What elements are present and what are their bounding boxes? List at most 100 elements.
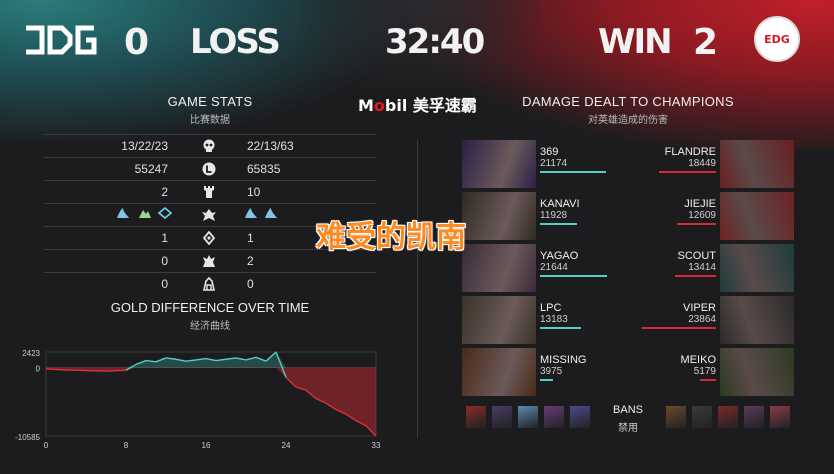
- right-damage-bar: [677, 223, 716, 225]
- ban-champion-icon: [666, 406, 686, 428]
- inhibitor-icon: [200, 276, 218, 292]
- edg-logo-text: EDG: [764, 32, 790, 46]
- damage-row: YAGAO 21644 SCOUT 13414: [462, 244, 794, 292]
- left-player-damage: 13183: [540, 314, 568, 325]
- x-tick-label: 24: [282, 441, 291, 450]
- right-result: WIN: [598, 22, 673, 62]
- gold-chart-subtitle: 经济曲线: [190, 321, 230, 332]
- right-player-name: JIEJIE: [684, 198, 716, 210]
- gold-line-segment: [155, 357, 167, 363]
- y-tick-label: -10585: [15, 433, 40, 442]
- right-towers: 10: [247, 185, 261, 199]
- game-stats-title: GAME STATS: [167, 94, 253, 109]
- tower-icon: [200, 184, 218, 200]
- right-player-damage: 12609: [688, 210, 716, 221]
- hextech-dragon-icon: [157, 206, 173, 222]
- right-champion-portrait: [720, 296, 794, 344]
- bans-label: BANS: [613, 404, 643, 416]
- right-player-damage: 23864: [688, 314, 716, 325]
- damage-row: LPC 13183 VIPER 23864: [462, 296, 794, 344]
- sponsor-o: o: [373, 96, 385, 115]
- gold-line-segment: [165, 357, 177, 360]
- center-glow: [300, 0, 540, 90]
- sponsor-rest: bil: [384, 96, 408, 115]
- overlay-caption: 难受的凯南: [316, 220, 466, 255]
- right-player-name: SCOUT: [677, 250, 717, 262]
- right-player-name: VIPER: [682, 302, 716, 314]
- left-player-name: YAGAO: [540, 250, 579, 262]
- gold-line-segment: [315, 398, 327, 404]
- ban-champion-icon: [570, 406, 590, 428]
- negative-area: [46, 367, 376, 436]
- scoreboard-header: 0 LOSS 32:40 WIN 2 EDG: [0, 0, 834, 80]
- left-player-name: KANAVI: [540, 198, 580, 210]
- left-herald: 1: [161, 231, 168, 245]
- right-kda: 22/13/63: [247, 139, 294, 153]
- left-champion-portrait: [462, 192, 536, 240]
- gold-line-segment: [145, 359, 157, 363]
- right-player-damage: 13414: [688, 262, 716, 273]
- gold-line-segment: [135, 359, 147, 366]
- damage-subtitle: 对英雄造成的伤害: [588, 115, 668, 126]
- left-damage-bar: [540, 223, 577, 225]
- left-inhibitor: 0: [161, 277, 168, 291]
- jdg-logo: [26, 25, 97, 55]
- gold-line-segment: [175, 358, 187, 362]
- y-tick-label: 0: [36, 365, 41, 374]
- right-inhibitor: 0: [247, 277, 254, 291]
- right-champion-portrait: [720, 192, 794, 240]
- stat-row-herald: 1 1: [44, 226, 376, 249]
- left-player-name: MISSING: [540, 354, 587, 366]
- gold-line-segment: [205, 357, 217, 362]
- right-player-name: MEIKO: [680, 354, 716, 366]
- gold-line-segment: [335, 408, 347, 415]
- gold-line-segment: [65, 369, 87, 372]
- ban-champion-icon: [466, 406, 486, 428]
- sponsor-m: M: [358, 96, 374, 115]
- left-damage-bar: [540, 379, 553, 381]
- gold-line-segment: [285, 376, 297, 388]
- left-gold: 55247: [134, 162, 168, 176]
- left-player-name: LPC: [540, 302, 562, 314]
- ban-champion-icon: [692, 406, 712, 428]
- bans-subtitle: 禁用: [618, 423, 638, 434]
- x-tick-label: 16: [202, 441, 211, 450]
- ban-champion-icon: [492, 406, 512, 428]
- left-champion-portrait: [462, 296, 536, 344]
- left-kda: 13/22/23: [121, 139, 168, 153]
- gold-line-segment: [45, 368, 67, 371]
- right-champion-portrait: [720, 348, 794, 396]
- left-baron: 0: [161, 254, 168, 268]
- gold-icon: [200, 161, 218, 177]
- left-champion-portrait: [462, 348, 536, 396]
- gold-line-segment: [365, 425, 377, 437]
- ban-champion-icon: [744, 406, 764, 428]
- left-champion-portrait: [462, 244, 536, 292]
- gold-line-segment: [355, 419, 367, 427]
- left-player-name: 369: [540, 146, 559, 158]
- damage-row: 369 21174 FLANDRE 18449: [462, 140, 794, 188]
- gold-line-segment: [185, 359, 197, 362]
- gold-line-segment: [225, 357, 237, 360]
- left-champion-portrait: [462, 140, 536, 188]
- stat-row-gold: 55247 65835: [44, 157, 376, 180]
- gold-line-segment: [85, 369, 107, 372]
- x-tick-label: 8: [124, 441, 129, 450]
- gold-line-segment: [345, 413, 357, 422]
- game-stats-subtitle: 比赛数据: [190, 115, 230, 126]
- right-gold: 65835: [247, 162, 281, 176]
- right-player-name: FLANDRE: [664, 146, 716, 158]
- damage-row: MISSING 3975 MEIKO 5179: [462, 348, 794, 396]
- damage-row: KANAVI 11928 JIEJIE 12609: [462, 192, 794, 240]
- damage-title: DAMAGE DEALT TO CHAMPIONS: [522, 94, 734, 109]
- gold-line-segment: [275, 351, 287, 378]
- stat-row-dragons: [44, 203, 376, 226]
- right-champion-portrait: [720, 140, 794, 188]
- x-tick-label: 0: [44, 441, 49, 450]
- gold-line-segment: [195, 357, 207, 361]
- right-champion-portrait: [720, 244, 794, 292]
- dragon-icon: [200, 207, 218, 223]
- sponsor-cn: 美孚速霸: [412, 96, 477, 115]
- left-damage-bar: [540, 171, 606, 173]
- edg-logo: EDG: [754, 16, 800, 62]
